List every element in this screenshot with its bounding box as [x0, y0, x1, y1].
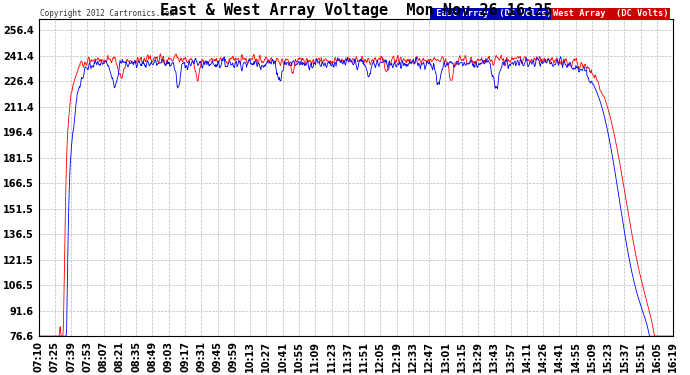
Text: East Array  (DC Volts): East Array (DC Volts) — [431, 9, 551, 18]
Text: Copyright 2012 Cartronics.com: Copyright 2012 Cartronics.com — [40, 9, 174, 18]
Text: West Array  (DC Volts): West Array (DC Volts) — [553, 9, 668, 18]
Title: East & West Array Voltage  Mon Nov 26 16:25: East & West Array Voltage Mon Nov 26 16:… — [159, 3, 552, 18]
